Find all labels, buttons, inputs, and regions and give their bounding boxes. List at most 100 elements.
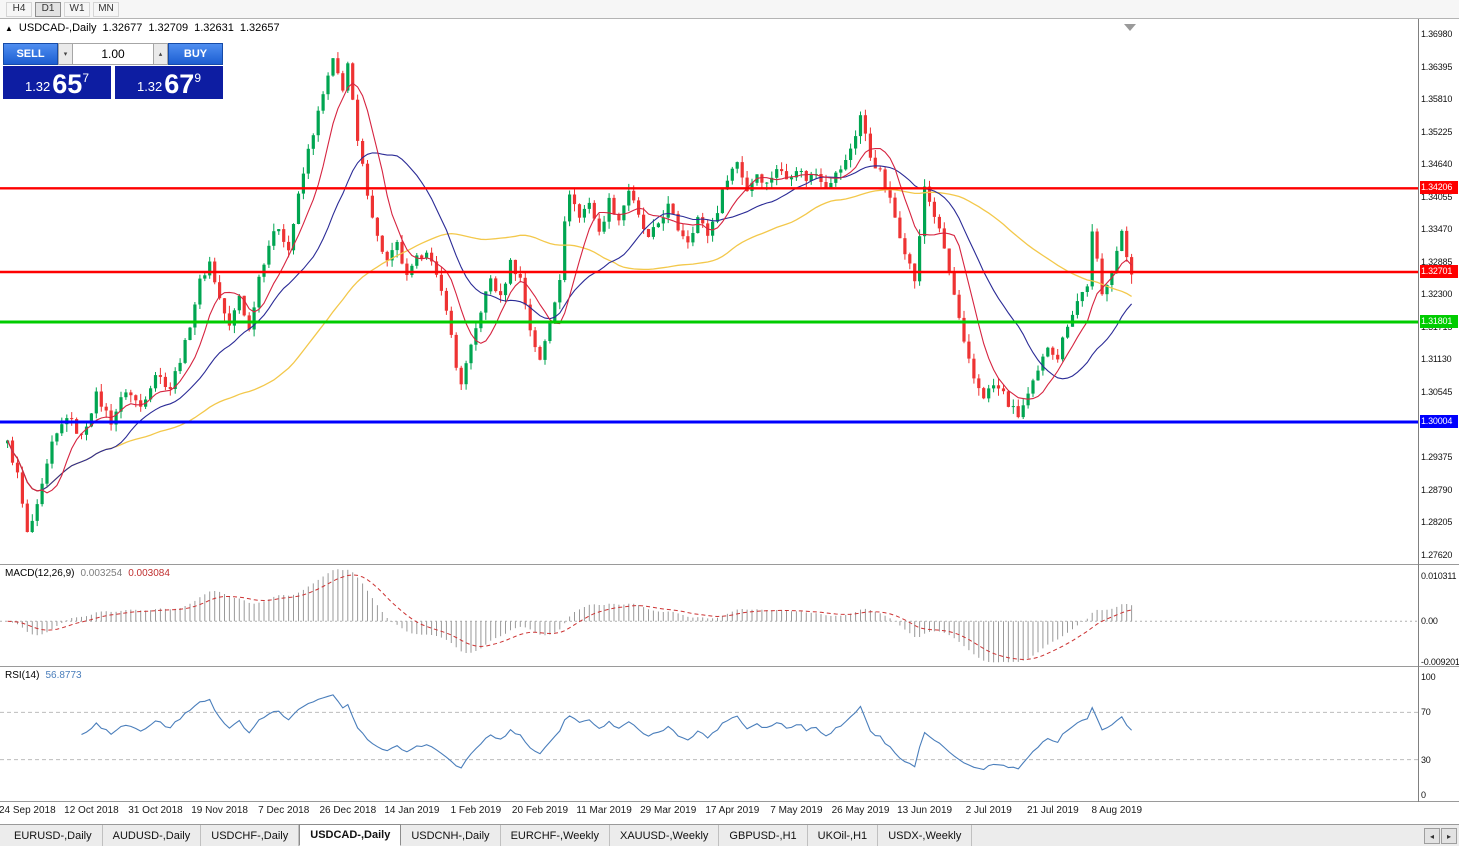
moving-averages-layer (7, 82, 1133, 494)
volume-decrease-button[interactable]: ▾ (58, 43, 73, 65)
rsi-axis-label: 0 (1421, 790, 1426, 800)
trade-quotes-row: 1.32 65 7 1.32 67 9 (3, 66, 223, 99)
rsi-indicator-plot[interactable] (0, 667, 1418, 801)
panel-divider[interactable] (0, 666, 1459, 667)
buy-button[interactable]: BUY (168, 43, 223, 65)
price-line-label: 1.31801 (1420, 315, 1458, 328)
chart-tabs-bar: EURUSD-,Daily AUDUSD-,Daily USDCHF-,Daily U… (0, 824, 1459, 846)
symbol-direction-icon: ▲ (5, 23, 13, 33)
volume-input[interactable] (73, 43, 153, 65)
horizontal-lines-layer (0, 187, 1418, 424)
buy-price-digits: 67 (164, 69, 195, 99)
sell-price-quote[interactable]: 1.32 65 7 (3, 66, 111, 99)
macd-signal-line (7, 574, 1132, 661)
sell-price-prefix: 1.32 (24, 79, 51, 94)
date-axis-label: 1 Feb 2019 (450, 805, 502, 816)
macd-name: MACD(12,26,9) (5, 568, 75, 579)
price-line-label: 1.32701 (1420, 265, 1458, 278)
chart-title: ▲ USDCAD-,Daily 1.32677 1.32709 1.32631 … (5, 22, 280, 34)
buy-price-prefix: 1.32 (136, 79, 163, 94)
date-axis-label: 19 Nov 2018 (191, 805, 248, 816)
price-axis-tick: 1.32885 (1421, 256, 1453, 267)
date-axis-label: 8 Aug 2019 (1091, 805, 1143, 816)
tab-xauusd-weekly[interactable]: XAUUSD-,Weekly (610, 825, 720, 846)
rsi-label: RSI(14) 56.8773 (5, 670, 82, 681)
chart-symbol: USDCAD-,Daily (18, 22, 97, 34)
price-axis-tick: 1.29375 (1421, 451, 1453, 462)
tab-usdcad-daily[interactable]: USDCAD-,Daily (299, 824, 402, 846)
candles-layer (6, 52, 1134, 533)
price-axis-tick: 1.30545 (1421, 386, 1453, 397)
macd-label: MACD(12,26,9) 0.003254 0.003084 (5, 568, 170, 579)
date-axis-label: 14 Jan 2019 (384, 805, 440, 816)
panel-divider[interactable] (0, 801, 1459, 802)
date-axis-label: 21 Jul 2019 (1026, 805, 1079, 816)
time-axis[interactable]: 24 Sep 2018 12 Oct 2018 31 Oct 2018 19 Nov … (0, 802, 1418, 822)
chart-shift-marker-icon[interactable] (1124, 24, 1136, 31)
price-axis-tick: 1.31130 (1421, 354, 1452, 365)
price-axis-tick: 1.36395 (1421, 61, 1453, 72)
date-axis-label: 7 Dec 2018 (258, 805, 310, 816)
price-axis-tick: 1.34640 (1421, 159, 1453, 170)
date-axis-label: 24 Sep 2018 (0, 805, 56, 816)
date-axis-label: 12 Oct 2018 (64, 805, 119, 816)
macd-signal-value: 0.003084 (128, 568, 170, 579)
price-axis-tick: 1.35810 (1421, 94, 1453, 105)
volume-increase-button[interactable]: ▴ (153, 43, 168, 65)
date-axis-label: 2 Jul 2019 (965, 805, 1012, 816)
moving-average-55 (7, 188, 1132, 492)
moving-average-8 (7, 82, 1133, 494)
macd-main-value: 0.003254 (80, 568, 123, 579)
macd-indicator-plot[interactable] (0, 565, 1418, 666)
macd-axis-label: 0.010311 (1421, 570, 1457, 581)
chart-tabs: EURUSD-,Daily AUDUSD-,Daily USDCHF-,Daily U… (4, 824, 973, 846)
trade-buttons-row: SELL ▾ ▴ BUY (3, 43, 223, 65)
date-axis-label: 29 Mar 2019 (640, 805, 697, 816)
price-axis-tick: 1.35225 (1421, 126, 1453, 137)
tab-usdcnh-daily[interactable]: USDCNH-,Daily (401, 825, 501, 846)
price-axis-tick: 1.36980 (1421, 29, 1453, 39)
date-axis-label: 31 Oct 2018 (128, 805, 183, 816)
timeframe-button-d1[interactable]: D1 (35, 1, 61, 17)
price-axis-tick: 1.28205 (1421, 517, 1453, 527)
tab-gbpusd-h1[interactable]: GBPUSD-,H1 (719, 825, 808, 846)
sell-price-digits: 65 (52, 69, 83, 99)
rsi-name: RSI(14) (5, 670, 40, 681)
sell-button[interactable]: SELL (3, 43, 58, 65)
panel-divider[interactable] (0, 564, 1459, 565)
tab-usdx-weekly[interactable]: USDX-,Weekly (878, 825, 973, 846)
tab-usdchf-daily[interactable]: USDCHF-,Daily (201, 825, 300, 846)
date-axis-label: 20 Feb 2019 (511, 805, 569, 816)
date-axis-label: 7 May 2019 (770, 805, 823, 816)
timeframe-toolbar: H4 D1 W1 MN (0, 0, 1459, 19)
macd-axis-label: 0.00 (1421, 616, 1438, 627)
rsi-axis-label: 30 (1421, 754, 1431, 765)
price-axis-tick: 1.34055 (1421, 191, 1453, 202)
timeframe-button-h4[interactable]: H4 (6, 1, 32, 17)
price-axis-tick: 1.33470 (1421, 224, 1453, 235)
timeframe-button-w1[interactable]: W1 (64, 1, 90, 17)
tab-eurusd-daily[interactable]: EURUSD-,Daily (4, 825, 103, 846)
price-line-label: 1.34206 (1420, 181, 1458, 195)
ohlc-low: 1.32631 (194, 22, 234, 34)
date-axis-label: 17 Apr 2019 (705, 805, 760, 816)
ohlc-high: 1.32709 (148, 22, 189, 34)
date-axis-label: 26 May 2019 (831, 805, 890, 816)
buy-price-pip: 9 (194, 71, 202, 85)
tab-eurchf-weekly[interactable]: EURCHF-,Weekly (501, 825, 610, 846)
sell-price-pip: 7 (82, 71, 90, 85)
tabs-scroll-left-button[interactable]: ◂ (1424, 828, 1440, 844)
timeframe-button-mn[interactable]: MN (93, 1, 119, 17)
rsi-line-layer (81, 694, 1132, 771)
price-axis-tick: 1.32300 (1421, 289, 1453, 300)
rsi-value: 56.8773 (45, 670, 82, 681)
price-chart-plot[interactable] (0, 19, 1418, 564)
buy-price-quote[interactable]: 1.32 67 9 (115, 66, 223, 99)
tab-audusd-daily[interactable]: AUDUSD-,Daily (103, 825, 202, 846)
macd-axis-label: -0.009201 (1421, 656, 1459, 667)
tab-ukoil-h1[interactable]: UKOil-,H1 (808, 825, 879, 846)
price-line-label: 1.30004 (1420, 415, 1458, 428)
tabs-scroll-right-button[interactable]: ▸ (1441, 828, 1457, 844)
macd-histogram-layer (12, 569, 1133, 663)
